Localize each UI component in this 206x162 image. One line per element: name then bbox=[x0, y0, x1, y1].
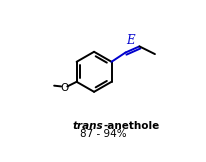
Text: E: E bbox=[126, 35, 135, 47]
Text: -anethole: -anethole bbox=[103, 121, 159, 131]
Text: trans: trans bbox=[72, 121, 103, 131]
Text: O: O bbox=[60, 83, 68, 93]
Text: 87 - 94%: 87 - 94% bbox=[80, 129, 126, 139]
